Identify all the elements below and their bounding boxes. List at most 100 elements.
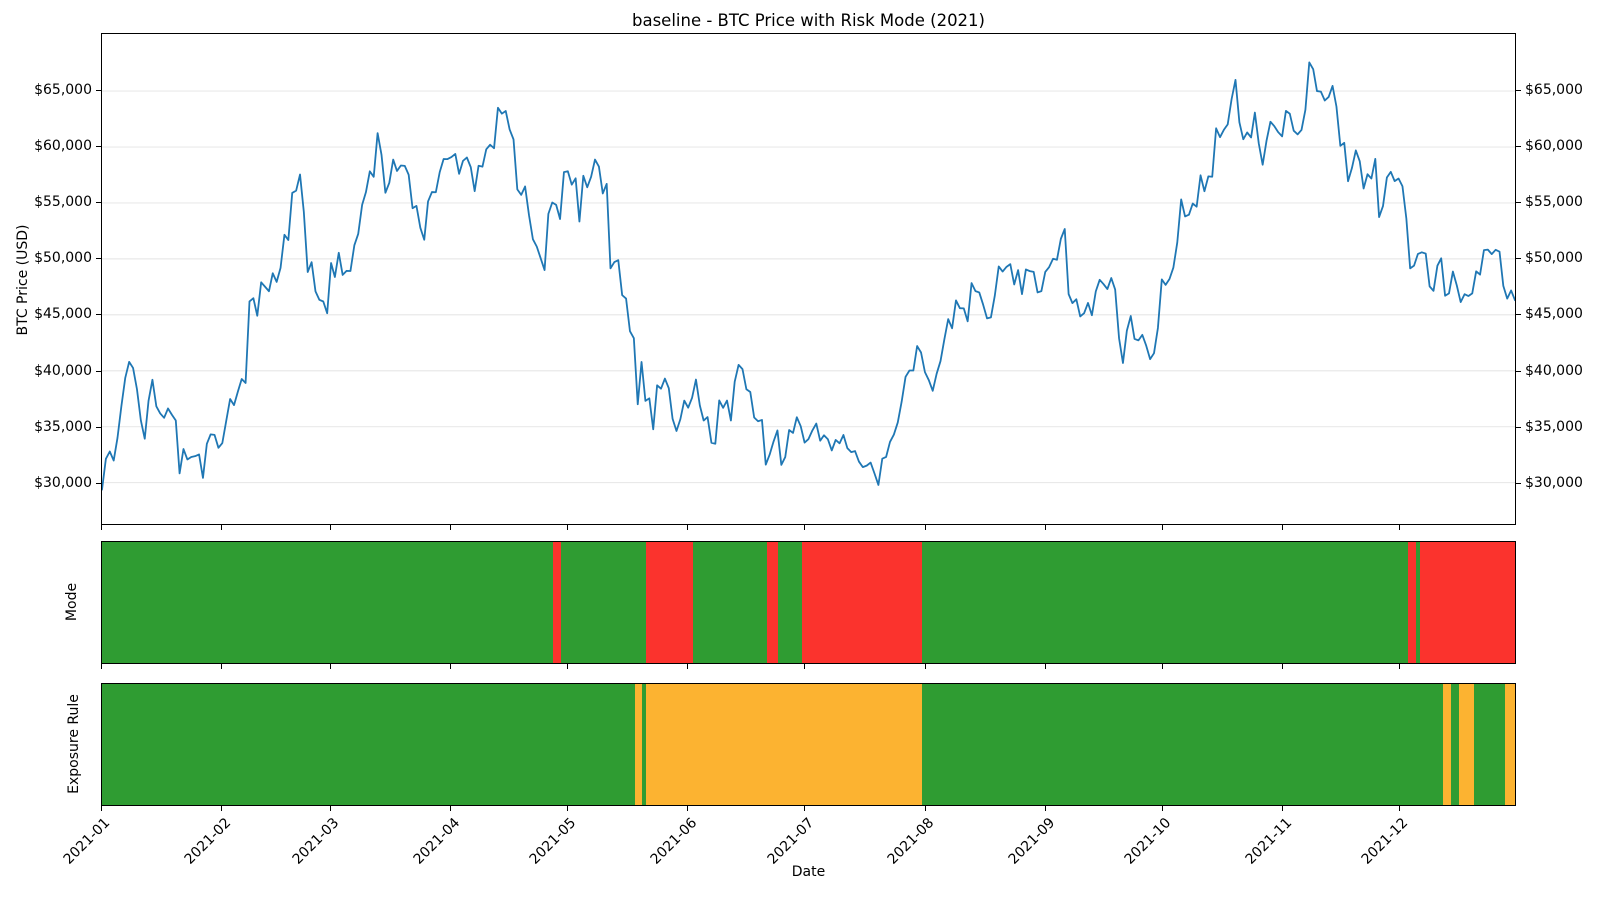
y-tick [96, 202, 101, 204]
y-tick-label: $30,000 [1525, 474, 1583, 491]
y-tick [1516, 370, 1521, 372]
y-tick [96, 314, 101, 316]
y-tick-label: $45,000 [1525, 306, 1583, 323]
x-tick [924, 525, 926, 530]
price-panel [101, 33, 1516, 525]
x-tick [221, 525, 222, 530]
x-tick [687, 806, 689, 811]
y-tick [96, 89, 101, 91]
x-tick [1045, 664, 1047, 669]
x-tick [924, 806, 926, 811]
y-tick [1516, 145, 1521, 147]
y-tick-label: $60,000 [1525, 137, 1583, 154]
mode-risk-off-band [766, 542, 779, 663]
x-tick-label: 2021-01 [60, 815, 114, 868]
x-tick [100, 525, 102, 530]
x-tick [450, 664, 452, 669]
x-tick [329, 664, 331, 669]
y-tick-label: $50,000 [34, 250, 92, 267]
x-tick-label: 2021-11 [1242, 815, 1296, 868]
exposure-reduced-exposure-band [1443, 684, 1451, 805]
y-tick-label: $40,000 [1525, 362, 1583, 379]
mode-risk-off-band [1419, 542, 1515, 663]
x-tick [1045, 525, 1047, 530]
exposure-axis-label: Exposure Rule [66, 694, 82, 794]
x-tick [1161, 525, 1163, 530]
x-tick [804, 664, 806, 669]
x-tick [566, 806, 568, 811]
y-tick-label: $35,000 [1525, 418, 1583, 435]
x-tick [924, 664, 926, 669]
y-tick [1516, 426, 1521, 428]
x-tick [804, 525, 806, 530]
x-tick [1045, 806, 1047, 811]
y-tick [1516, 202, 1521, 204]
x-tick [1282, 806, 1284, 811]
mode-risk-off-band [646, 542, 693, 663]
x-tick-label: 2021-12 [1359, 815, 1412, 868]
x-tick [100, 806, 102, 811]
x-tick [329, 525, 331, 530]
y-tick [1516, 89, 1521, 91]
x-tick [450, 806, 452, 811]
mode-panel [101, 541, 1516, 664]
x-tick [1282, 525, 1284, 530]
x-tick-label: 2021-07 [764, 815, 817, 868]
y-tick-label: $30,000 [34, 474, 92, 491]
mode-risk-off-band [801, 542, 923, 663]
exposure-reduced-exposure-band [634, 684, 643, 805]
x-tick [1398, 525, 1400, 530]
x-tick [329, 806, 331, 811]
y-tick [1516, 482, 1521, 484]
x-tick [1161, 664, 1163, 669]
x-tick [1161, 806, 1163, 811]
exposure-reduced-exposure-band [1505, 684, 1515, 805]
btc-price-line [102, 61, 1515, 491]
y-tick-label: $50,000 [1525, 250, 1583, 267]
y-tick-label: $45,000 [34, 306, 92, 323]
x-tick-label: 2021-02 [181, 815, 234, 868]
x-tick [1398, 806, 1400, 811]
x-tick-label: 2021-08 [884, 815, 938, 868]
x-tick-label: 2021-05 [527, 815, 580, 868]
x-tick-label: 2021-06 [647, 815, 701, 868]
x-tick [1282, 664, 1284, 669]
x-tick-label: 2021-04 [410, 815, 464, 868]
y-tick-label: $55,000 [1525, 194, 1583, 211]
mode-risk-off-band [1408, 542, 1416, 663]
x-tick [566, 664, 568, 669]
mode-axis-label: Mode [64, 582, 80, 622]
exposure-reduced-exposure-band [646, 684, 923, 805]
exposure-reduced-exposure-band [1458, 684, 1475, 805]
y-tick-label: $40,000 [34, 362, 92, 379]
x-tick [221, 806, 222, 811]
x-tick [687, 664, 689, 669]
date-axis-label: Date [791, 864, 826, 880]
x-tick [687, 525, 689, 530]
y-tick-label: $65,000 [34, 81, 92, 98]
y-tick [96, 370, 101, 372]
y-tick [1516, 258, 1521, 260]
y-tick-label: $65,000 [1525, 81, 1583, 98]
x-tick [450, 525, 452, 530]
price-chart [102, 61, 1515, 491]
x-tick [221, 664, 222, 669]
y-tick [96, 426, 101, 428]
x-tick [1398, 664, 1400, 669]
exposure-panel [101, 683, 1516, 806]
x-tick-label: 2021-10 [1121, 815, 1175, 868]
mode-risk-off-band [552, 542, 561, 663]
y-tick [96, 482, 101, 484]
x-tick [100, 664, 102, 669]
x-tick-label: 2021-09 [1005, 815, 1058, 868]
x-tick [804, 806, 806, 811]
y-tick-label: $35,000 [34, 418, 92, 435]
chart-title: baseline - BTC Price with Risk Mode (202… [631, 11, 985, 30]
y-tick-label: $60,000 [34, 137, 92, 154]
x-tick [566, 525, 568, 530]
y-tick-label: $55,000 [34, 194, 92, 211]
y-tick [1516, 314, 1521, 316]
x-tick-label: 2021-03 [289, 815, 343, 868]
y-tick [96, 145, 101, 147]
